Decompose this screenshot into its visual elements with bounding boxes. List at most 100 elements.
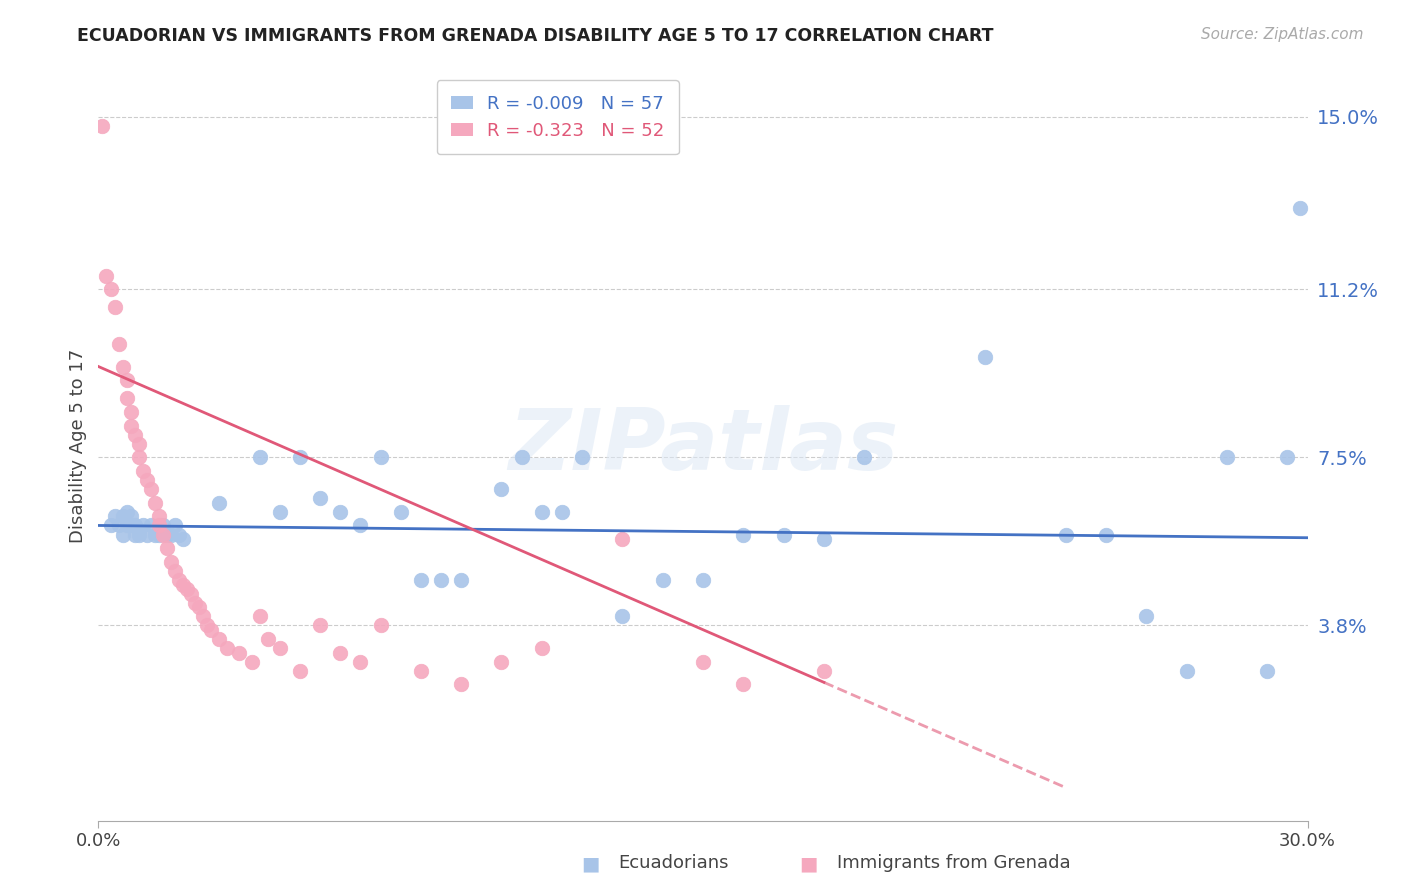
Point xyxy=(249,609,271,624)
Point xyxy=(111,359,134,374)
Point xyxy=(115,505,138,519)
Point xyxy=(409,664,432,678)
Point xyxy=(193,609,215,624)
Point xyxy=(853,450,876,465)
Point xyxy=(1095,527,1118,541)
Point xyxy=(152,518,174,533)
Point xyxy=(184,596,207,610)
Point xyxy=(551,505,574,519)
Point xyxy=(91,119,114,133)
Point xyxy=(111,527,134,541)
Point xyxy=(107,336,129,351)
Point xyxy=(772,527,794,541)
Point xyxy=(120,418,142,433)
Point xyxy=(120,405,142,419)
Point xyxy=(103,509,125,524)
Point xyxy=(309,618,332,632)
Point xyxy=(160,555,183,569)
Point xyxy=(124,527,146,541)
Point xyxy=(1288,201,1310,215)
Point xyxy=(228,646,250,660)
Point xyxy=(115,373,138,387)
Point xyxy=(309,491,332,506)
Point xyxy=(692,573,714,587)
Point xyxy=(156,527,179,541)
Point xyxy=(172,577,194,591)
Point xyxy=(167,527,190,541)
Point xyxy=(510,450,533,465)
Point xyxy=(124,518,146,533)
Point xyxy=(571,450,593,465)
Point xyxy=(612,532,634,546)
Point xyxy=(430,573,453,587)
Point xyxy=(1054,527,1077,541)
Point xyxy=(139,482,162,496)
Point xyxy=(135,473,157,487)
Point xyxy=(148,509,170,524)
Point xyxy=(111,509,134,524)
Point xyxy=(256,632,278,646)
Point xyxy=(733,677,755,691)
Text: Ecuadorians: Ecuadorians xyxy=(619,855,730,872)
Text: ■: ■ xyxy=(799,854,818,873)
Point xyxy=(128,527,150,541)
Point xyxy=(135,527,157,541)
Point xyxy=(813,664,835,678)
Point xyxy=(143,527,166,541)
Point xyxy=(163,518,186,533)
Point xyxy=(139,518,162,533)
Point xyxy=(96,268,118,283)
Point xyxy=(160,527,183,541)
Point xyxy=(167,573,190,587)
Point xyxy=(349,655,371,669)
Text: ECUADORIAN VS IMMIGRANTS FROM GRENADA DISABILITY AGE 5 TO 17 CORRELATION CHART: ECUADORIAN VS IMMIGRANTS FROM GRENADA DI… xyxy=(77,27,994,45)
Point xyxy=(1135,609,1157,624)
Point xyxy=(612,609,634,624)
Point xyxy=(103,301,125,315)
Point xyxy=(100,282,122,296)
Point xyxy=(651,573,673,587)
Point xyxy=(269,641,291,656)
Point xyxy=(148,518,170,533)
Point xyxy=(172,532,194,546)
Point xyxy=(389,505,412,519)
Point xyxy=(124,427,146,442)
Point xyxy=(115,392,138,406)
Point xyxy=(188,600,211,615)
Point xyxy=(128,523,150,537)
Point xyxy=(120,509,142,524)
Point xyxy=(152,527,174,541)
Point xyxy=(733,527,755,541)
Point xyxy=(974,351,997,365)
Point xyxy=(1216,450,1239,465)
Point xyxy=(148,527,170,541)
Point xyxy=(195,618,218,632)
Point xyxy=(288,450,311,465)
Point xyxy=(1175,664,1198,678)
Point xyxy=(200,623,222,637)
Legend: R = -0.009   N = 57, R = -0.323   N = 52: R = -0.009 N = 57, R = -0.323 N = 52 xyxy=(437,80,679,154)
Text: ZIPatlas: ZIPatlas xyxy=(508,404,898,488)
Y-axis label: Disability Age 5 to 17: Disability Age 5 to 17 xyxy=(69,349,87,543)
Point xyxy=(217,641,239,656)
Point xyxy=(120,518,142,533)
Point xyxy=(249,450,271,465)
Point xyxy=(180,586,202,600)
Point xyxy=(530,641,553,656)
Point xyxy=(100,518,122,533)
Point xyxy=(530,505,553,519)
Point xyxy=(176,582,198,596)
Point xyxy=(288,664,311,678)
Point xyxy=(370,618,392,632)
Point xyxy=(370,450,392,465)
Point xyxy=(240,655,263,669)
Point xyxy=(208,496,231,510)
Point xyxy=(132,518,155,533)
Point xyxy=(329,646,352,660)
Point xyxy=(692,655,714,669)
Point xyxy=(128,436,150,450)
Point xyxy=(107,518,129,533)
Point xyxy=(163,564,186,578)
Point xyxy=(491,482,513,496)
Point xyxy=(1277,450,1299,465)
